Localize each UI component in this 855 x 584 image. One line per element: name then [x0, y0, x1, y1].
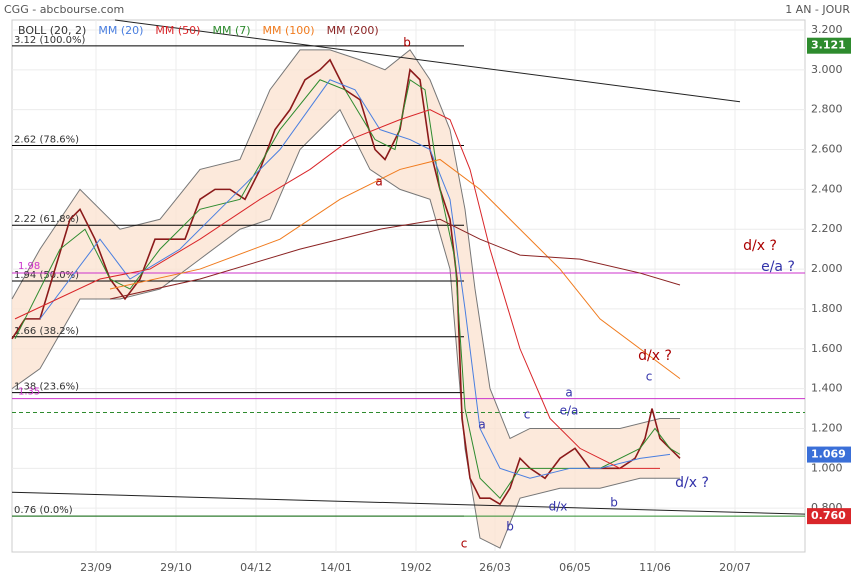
- x-tick-label: 20/07: [719, 561, 751, 574]
- wave-label: c: [524, 408, 531, 422]
- legend-entry: MM (20): [98, 24, 143, 37]
- legend-entry: MM (200): [327, 24, 379, 37]
- wave-label: a: [478, 418, 485, 432]
- price-line: [39, 79, 671, 479]
- price-tag-label: 0.760: [811, 509, 846, 522]
- trendline: [114, 19, 741, 103]
- price-line: [11, 58, 681, 506]
- price-tag-label: 1.069: [811, 448, 846, 461]
- y-tick-label: 1.000: [811, 461, 843, 474]
- x-tick-label: 23/09: [80, 561, 112, 574]
- title: CGG - abcbourse.com: [4, 3, 124, 16]
- period: 1 AN - JOUR: [785, 3, 850, 16]
- wave-label: a: [565, 386, 572, 400]
- y-tick-label: 2.800: [811, 103, 843, 116]
- trendline: [11, 491, 806, 515]
- price-tag-label: 3.121: [811, 39, 846, 52]
- legend-entry: MM (100): [263, 24, 315, 37]
- fib-label: 2.22 (61.8%): [14, 214, 79, 225]
- price-tag: [807, 37, 851, 54]
- band-upper: [11, 49, 680, 440]
- price-line: [109, 158, 681, 380]
- x-tick-label: 06/05: [559, 561, 591, 574]
- y-tick-label: 2.200: [811, 222, 843, 235]
- x-tick-label: 04/12: [240, 561, 272, 574]
- wave-label: c: [461, 537, 468, 551]
- y-tick-label: 2.000: [811, 262, 843, 275]
- wave-label: d/x ?: [675, 475, 709, 491]
- price-tag: [807, 508, 851, 525]
- wave-label: b: [506, 520, 514, 534]
- fib-label: 3.12 (100.0%): [14, 35, 85, 46]
- legend-entry: MM (50): [155, 24, 200, 37]
- legend-entry: BOLL (20, 2): [18, 24, 86, 37]
- y-tick-label: 1.200: [811, 421, 843, 434]
- y-tick-label: 2.400: [811, 182, 843, 195]
- level-label: 1.35: [18, 387, 40, 398]
- price-tag: [807, 446, 851, 463]
- fib-label: 2.62 (78.6%): [14, 135, 79, 146]
- fib-label: 1.66 (38.2%): [14, 326, 79, 337]
- fib-label: 0.76 (0.0%): [14, 505, 73, 516]
- wave-label: c: [646, 370, 653, 384]
- level-label: 1.98: [18, 261, 40, 272]
- x-tick-label: 14/01: [320, 561, 352, 574]
- y-tick-label: 1.400: [811, 382, 843, 395]
- band-lower: [11, 108, 680, 549]
- y-tick-label: 3.000: [811, 63, 843, 76]
- x-tick-label: 19/02: [400, 561, 432, 574]
- price-line: [14, 109, 660, 469]
- wave-label: b: [610, 496, 618, 510]
- wave-label: d/x: [549, 500, 568, 514]
- wave-label: e/a: [560, 404, 579, 418]
- wave-label: a: [375, 175, 382, 189]
- wave-label: b: [403, 36, 411, 50]
- x-tick-label: 29/10: [160, 561, 192, 574]
- price-line: [109, 218, 681, 300]
- x-tick-label: 26/03: [479, 561, 511, 574]
- wave-label: d/x ?: [638, 348, 672, 364]
- y-tick-label: 2.600: [811, 143, 843, 156]
- x-tick-label: 11/06: [639, 561, 671, 574]
- y-tick-label: 1.800: [811, 302, 843, 315]
- wave-label: e/a ?: [761, 259, 795, 275]
- fib-label: 1.38 (23.6%): [14, 382, 79, 393]
- legend-entry: MM (7): [212, 24, 250, 37]
- wave-label: d/x ?: [743, 238, 777, 254]
- y-tick-label: 1.600: [811, 342, 843, 355]
- y-tick-label: 3.200: [811, 23, 843, 36]
